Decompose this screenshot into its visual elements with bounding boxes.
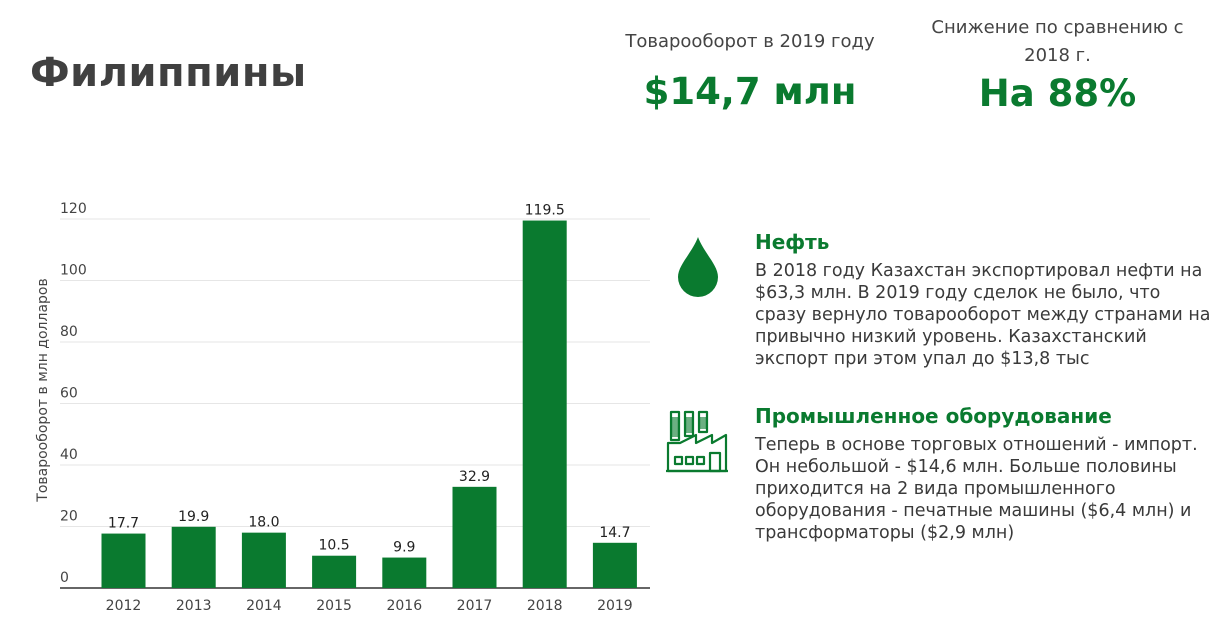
- bar-2018: [522, 220, 567, 588]
- equipment-section: Промышленное оборудование Теперь в основ…: [755, 404, 1215, 544]
- x-tick-label: 2013: [176, 598, 212, 614]
- x-tick-label: 2018: [527, 598, 563, 614]
- factory-icon: [666, 410, 728, 473]
- y-tick-label: 0: [60, 570, 69, 586]
- turnover-stat: Товарооборот в 2019 году $14,7 млн: [610, 28, 890, 113]
- y-axis-label: Товарооборот в млн долларов: [35, 278, 51, 502]
- bar-value-label: 18.0: [248, 515, 279, 531]
- x-tick-label: 2019: [597, 598, 633, 614]
- equipment-section-title: Промышленное оборудование: [755, 404, 1112, 428]
- x-tick-label: 2012: [106, 598, 142, 614]
- y-tick-label: 60: [60, 386, 78, 402]
- x-tick-label: 2016: [386, 598, 422, 614]
- bar-value-label: 119.5: [525, 203, 565, 219]
- y-tick-label: 20: [60, 509, 78, 525]
- bar-value-label: 32.9: [459, 469, 490, 485]
- turnover-label: Товарооборот в 2019 году: [625, 31, 875, 52]
- bar-2014: [241, 532, 286, 588]
- turnover-value: $14,7 млн: [643, 70, 857, 113]
- bar-value-label: 10.5: [319, 538, 350, 554]
- equipment-section-text: Теперь в основе торговых отношений - имп…: [755, 435, 1198, 543]
- x-tick-label: 2017: [457, 598, 493, 614]
- oil-section-title: Нефть: [755, 230, 830, 254]
- y-tick-label: 100: [60, 263, 87, 279]
- oil-section-text: В 2018 году Казахстан экспортировал нефт…: [755, 261, 1211, 369]
- trade-bar-chart: 0 20 40 60 80 100 120 17.7 2012 19.9 2013 18.0 2014 1…: [35, 201, 650, 614]
- bar-2017: [452, 486, 497, 588]
- y-tick-label: 120: [60, 201, 87, 217]
- bar-value-label: 9.9: [393, 540, 415, 556]
- x-tick-label: 2014: [246, 598, 282, 614]
- y-tick-label: 40: [60, 447, 78, 463]
- bar-2016: [382, 557, 427, 588]
- oil-drop-icon: [678, 237, 718, 297]
- decline-value: На 88%: [978, 72, 1137, 115]
- bar-value-label: 14.7: [599, 525, 630, 541]
- decline-label: Снижение по сравнению с 2018 г.: [931, 17, 1184, 66]
- oil-section: Нефть В 2018 году Казахстан экспортирова…: [755, 230, 1215, 370]
- bar-2015: [312, 555, 357, 588]
- bar-2019: [592, 542, 637, 588]
- bar-value-label: 19.9: [178, 509, 209, 525]
- bar-value-label: 17.7: [108, 516, 139, 532]
- bar-2012: [101, 533, 146, 588]
- x-tick-label: 2015: [316, 598, 352, 614]
- decline-stat: Снижение по сравнению с 2018 г. На 88%: [915, 14, 1200, 115]
- bar-2013: [171, 526, 216, 588]
- country-title: Филиппины: [30, 50, 307, 96]
- y-tick-label: 80: [60, 324, 78, 340]
